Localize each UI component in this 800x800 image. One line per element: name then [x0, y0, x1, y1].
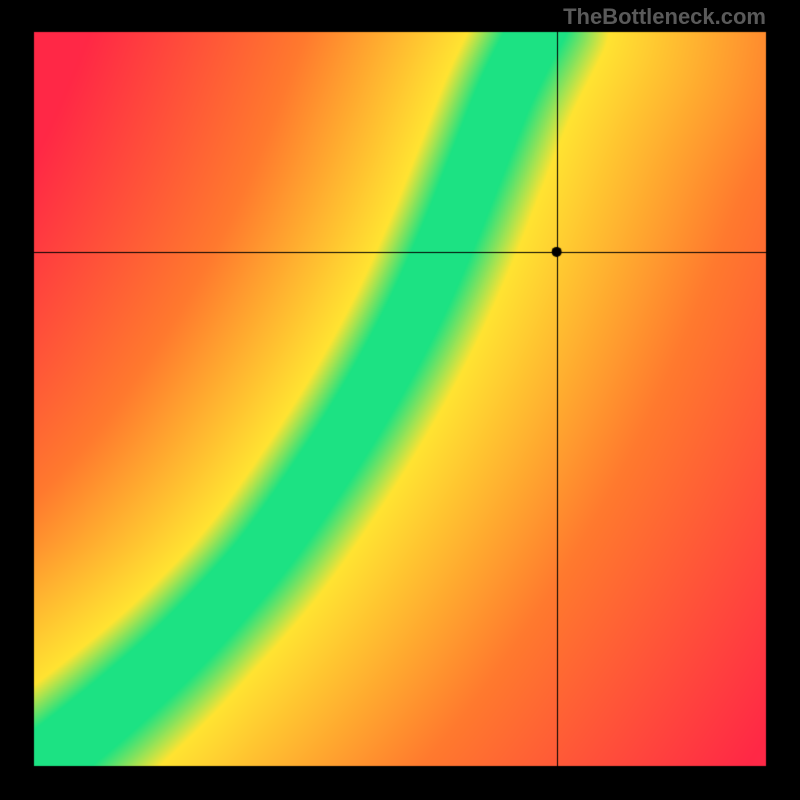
- watermark-text: TheBottleneck.com: [563, 4, 766, 30]
- bottleneck-heatmap: [0, 0, 800, 800]
